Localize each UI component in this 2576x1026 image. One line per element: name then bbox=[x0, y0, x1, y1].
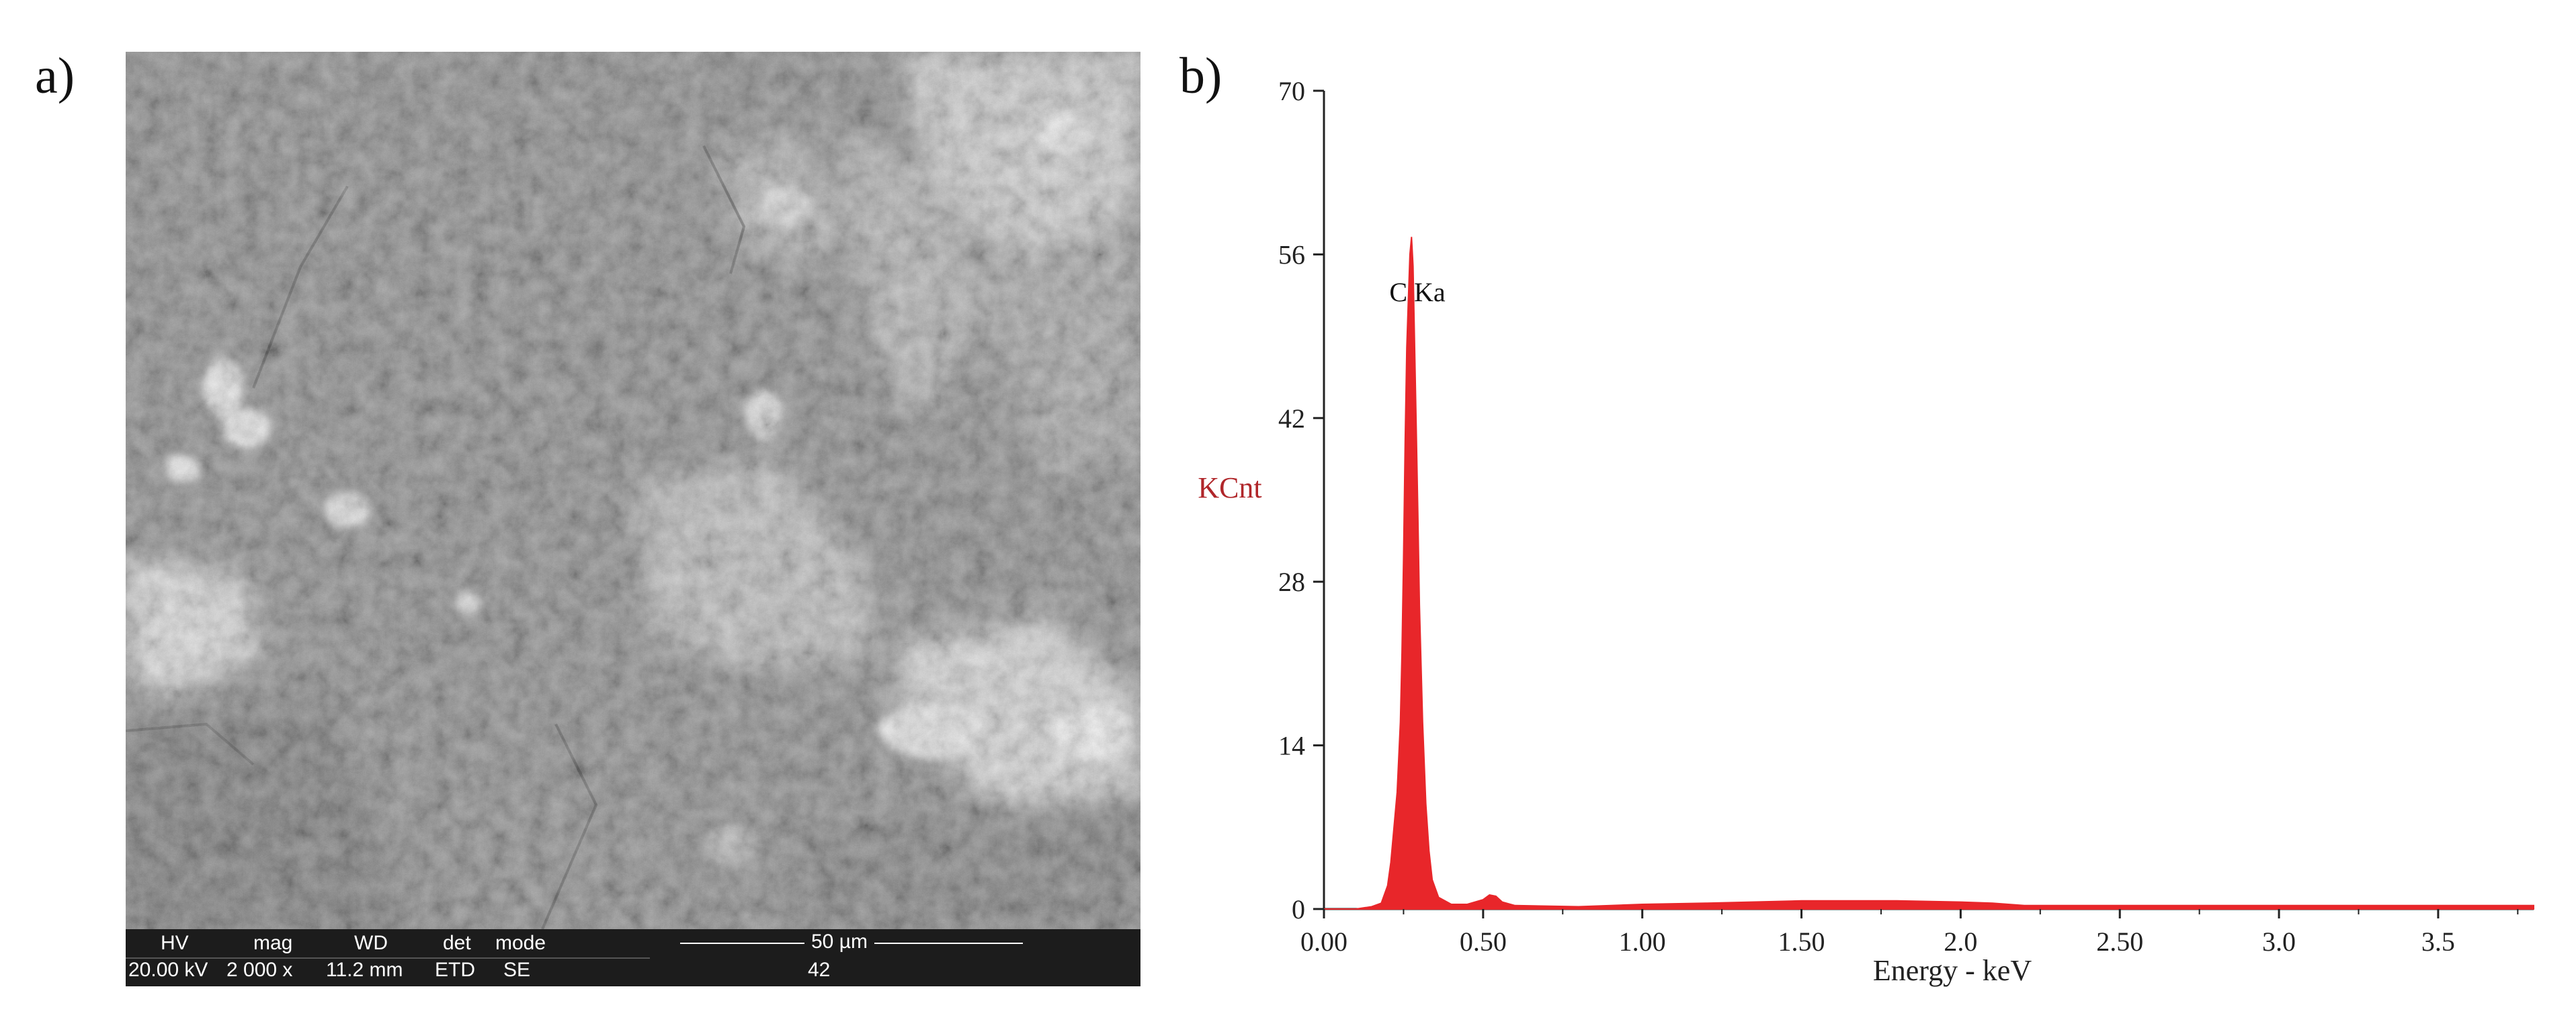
sem-header-wd: WD bbox=[354, 932, 388, 954]
spectrum-area bbox=[1324, 237, 2534, 910]
panel-label-b: b) bbox=[1179, 48, 1222, 104]
y-tick-label: 70 bbox=[1278, 76, 1305, 106]
y-axis-label: KCnt bbox=[1198, 471, 1261, 504]
sem-bar-divider bbox=[126, 957, 650, 959]
sem-value-hv: 20.00 kV bbox=[128, 959, 208, 981]
y-tick-label: 42 bbox=[1278, 403, 1305, 434]
sem-header-det: det bbox=[443, 932, 471, 954]
chart-axes bbox=[1323, 91, 2534, 910]
sem-header-mode: mode bbox=[495, 932, 546, 954]
sem-micrograph-panel: HV mag WD det mode 20.00 kV 2 000 x 11.2… bbox=[126, 52, 1140, 986]
sem-frame-number: 42 bbox=[808, 959, 831, 981]
x-axis-label: Energy - keV bbox=[1873, 954, 2032, 987]
y-tick-label: 14 bbox=[1278, 731, 1305, 761]
sem-value-mag: 2 000 x bbox=[226, 959, 293, 981]
sem-value-wd: 11.2 mm bbox=[326, 959, 403, 981]
sem-value-det: ETD bbox=[435, 959, 475, 981]
x-tick-label: 3.5 bbox=[2421, 926, 2455, 957]
panel-label-a: a) bbox=[35, 48, 75, 104]
x-axis-ticks: 0.00 0.50 1.00 1.50 2.0 2.50 3.0 3.5 bbox=[1300, 909, 2519, 957]
sem-info-bar: HV mag WD det mode 20.00 kV 2 000 x 11.2… bbox=[126, 929, 1140, 986]
sem-header-hv: HV bbox=[161, 932, 189, 954]
sem-value-mode: SE bbox=[503, 959, 531, 981]
peak-annotations: C Ka bbox=[1389, 277, 1446, 307]
x-tick-label: 0.50 bbox=[1460, 926, 1507, 957]
peak-annotation: C Ka bbox=[1389, 277, 1446, 307]
eds-spectrum-chart: 0 14 28 42 56 70 0.00 0.50 1.00 1.50 2.0 2.50 3.0 3.… bbox=[1198, 76, 2534, 987]
sem-header-mag: mag bbox=[253, 932, 293, 954]
scale-bar-label: 50 µm bbox=[804, 931, 874, 953]
y-axis-ticks: 0 14 28 42 56 70 bbox=[1278, 76, 1324, 924]
x-tick-label: 1.00 bbox=[1619, 926, 1666, 957]
x-tick-label: 2.50 bbox=[2096, 926, 2143, 957]
x-tick-label: 1.50 bbox=[1778, 926, 1825, 957]
y-tick-label: 28 bbox=[1278, 567, 1305, 597]
x-tick-label: 0.00 bbox=[1300, 926, 1347, 957]
x-tick-label: 3.0 bbox=[2262, 926, 2296, 957]
y-tick-label: 0 bbox=[1292, 894, 1305, 924]
sem-micrograph-image bbox=[126, 52, 1140, 929]
y-tick-label: 56 bbox=[1278, 239, 1305, 270]
x-tick-label: 2.0 bbox=[1944, 926, 1977, 957]
